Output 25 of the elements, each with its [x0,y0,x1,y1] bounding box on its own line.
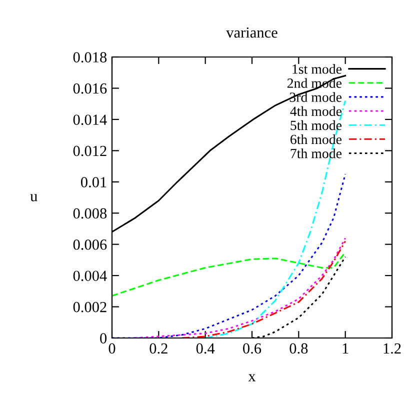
x-tick-label: 0.8 [290,343,308,354]
y-tick-label: 0.014 [73,114,107,125]
y-tick-label: 0.01 [80,177,106,188]
y-tick-label: 0.004 [73,270,107,282]
x-tick-label: 0.4 [196,343,215,354]
x-tick-label: 0.6 [243,343,262,354]
legend-label: 7th mode [290,148,342,158]
y-tick-label: 0.018 [73,52,107,63]
x-tick-label: 1.2 [384,343,401,354]
x-axis-title: x [248,374,256,382]
y-tick-label: 0.006 [73,239,107,250]
legend-label: 4th mode [290,106,342,116]
x-tick-label: 0 [108,343,116,354]
legend-label: 6th mode [290,134,342,144]
y-tick-label: 0.008 [73,208,107,219]
chart-title: variance [226,27,278,38]
y-tick-label: 0.012 [73,146,106,156]
y-tick-label: 0.002 [73,302,106,312]
y-tick-label: 0.016 [73,83,107,94]
x-tick-label: 1 [342,343,348,354]
legend-label: 1st mode [292,64,342,74]
x-tick-label: 0.2 [150,343,168,354]
y-tick-label: 0 [100,333,107,344]
legend-label: 5th mode [290,120,342,130]
y-axis-title: u [30,194,38,202]
